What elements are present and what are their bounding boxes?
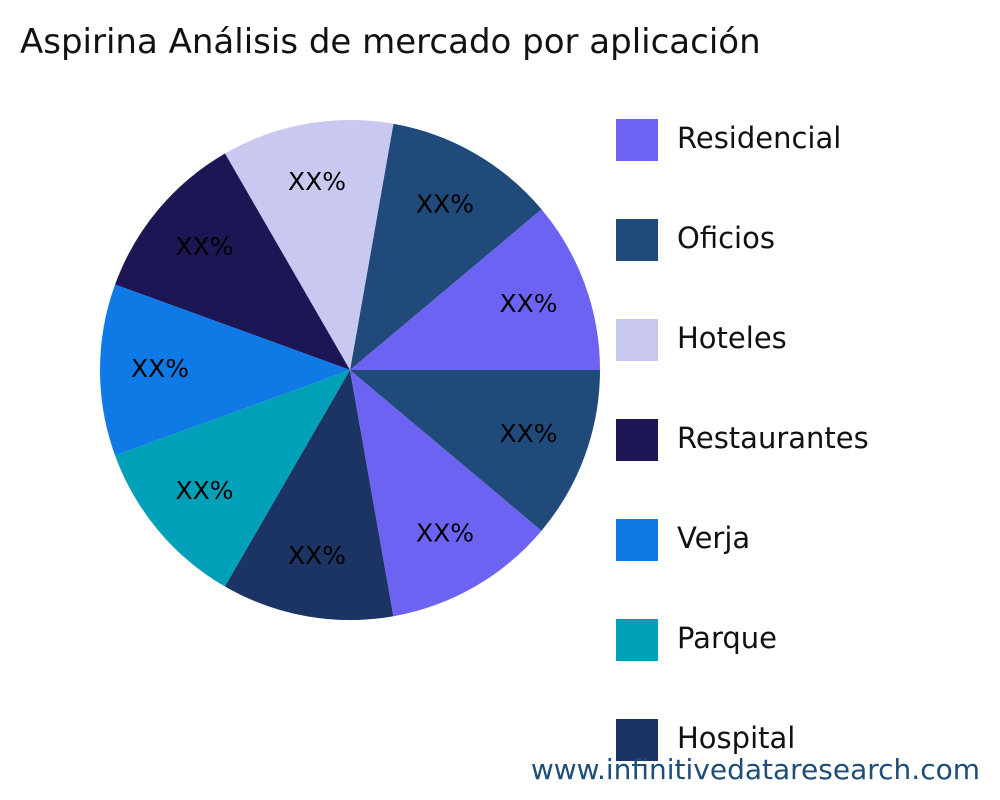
pie-slice [350, 123, 542, 370]
legend-label: Residencial [677, 121, 842, 155]
legend-label: Hoteles [677, 321, 787, 355]
pie-slice [115, 370, 350, 587]
pie-slice [350, 370, 600, 531]
pie-slice [115, 153, 350, 370]
pie-slice-label: XX% [499, 419, 557, 448]
legend-label: Parque [677, 621, 777, 655]
pie-slice [225, 370, 394, 620]
legend-swatch [616, 219, 658, 261]
pie-slice-label: XX% [416, 190, 474, 219]
legend-item: Residencial [616, 119, 976, 161]
legend-swatch [616, 719, 658, 761]
pie-slice-label: XX% [175, 232, 233, 261]
legend-label: Hospital [677, 721, 796, 755]
legend-item: Verja [616, 519, 976, 561]
legend-swatch [616, 319, 658, 361]
legend-item: Oficios [616, 219, 976, 261]
legend-item: Restaurantes [616, 419, 976, 461]
legend-label: Restaurantes [677, 421, 869, 455]
pie-slice [350, 209, 600, 370]
source-watermark: www.infinitivedataresearch.com [530, 753, 980, 786]
legend-label: Verja [677, 521, 751, 555]
pie-slice-label: XX% [288, 167, 346, 196]
pie-slice [225, 120, 394, 370]
pie-slice-label: XX% [499, 289, 557, 318]
legend-item: Hospital [616, 719, 976, 761]
chart-title: Aspirina Análisis de mercado por aplicac… [20, 22, 761, 62]
legend-swatch [616, 519, 658, 561]
legend-swatch [616, 419, 658, 461]
legend-item: Hoteles [616, 319, 976, 361]
legend-item: Parque [616, 619, 976, 661]
pie-slice-labels: XX% XX% XX% XX% XX% XX% XX% XX% XX% [131, 167, 558, 570]
pie-slice [100, 284, 351, 456]
pie-slice-label: XX% [175, 476, 233, 505]
pie-slice-label: XX% [131, 354, 189, 383]
pie-slices [100, 120, 600, 620]
pie-slice-label: XX% [416, 519, 474, 548]
legend-swatch [616, 619, 658, 661]
pie-slice-label: XX% [288, 541, 346, 570]
pie-slice [350, 370, 542, 617]
legend-label: Oficios [677, 221, 775, 255]
legend-swatch [616, 119, 658, 161]
